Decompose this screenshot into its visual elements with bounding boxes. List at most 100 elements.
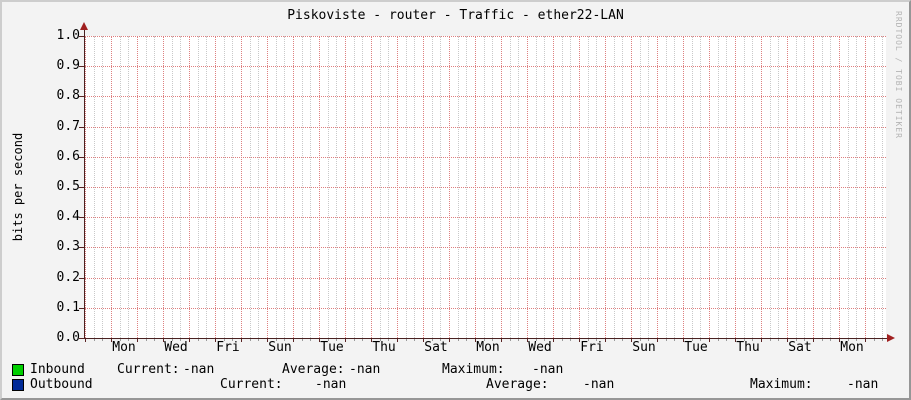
x-tick-label: Mon [840, 340, 864, 355]
x-axis-tick-minor [622, 339, 623, 341]
legend-average-label: Average: [282, 362, 345, 377]
y-tick-label: 0.8 [56, 88, 80, 104]
graph-title: Piskoviste - router - Traffic - ether22-… [287, 8, 624, 23]
legend-current-label: Current: [117, 362, 180, 377]
x-tick-label: Tue [684, 340, 708, 355]
y-axis-tick [79, 156, 84, 158]
x-axis-tick-minor [692, 339, 693, 341]
rrdtool-watermark: RRDTOOL / TOBI OETIKER [894, 11, 903, 139]
x-axis-tick-minor [484, 339, 485, 341]
y-tick-label: 0.2 [56, 269, 80, 285]
y-axis-arrow-icon [80, 22, 88, 30]
x-axis-tick-minor [726, 339, 727, 341]
y-axis-tick [79, 126, 84, 128]
x-tick-label: Thu [372, 340, 396, 355]
x-axis-tick-major [787, 339, 788, 342]
y-axis-title: bits per second [11, 132, 25, 242]
y-tick-label: 0.7 [56, 118, 80, 134]
x-axis-tick-minor [778, 339, 779, 341]
y-axis-tick [79, 338, 84, 339]
x-axis-tick-minor [640, 339, 641, 341]
x-axis-tick-major [111, 339, 112, 342]
x-axis-tick-major [709, 339, 710, 342]
grid-hline-major [84, 277, 886, 279]
grid-hline-major [84, 217, 886, 219]
x-axis-tick-minor [856, 339, 857, 341]
x-axis-tick-minor [770, 339, 771, 341]
x-axis-tick-major [657, 339, 658, 342]
x-axis-tick-minor [406, 339, 407, 341]
x-axis-tick-minor [570, 339, 571, 341]
x-axis-tick-minor [458, 339, 459, 341]
x-axis-tick-major [267, 339, 268, 342]
x-axis-tick-minor [614, 339, 615, 341]
x-axis-tick-major [553, 339, 554, 342]
x-axis-tick-major [423, 339, 424, 342]
x-axis-tick-minor [414, 339, 415, 341]
x-axis-arrow-icon [887, 334, 895, 342]
x-axis-tick-minor [752, 339, 753, 341]
x-axis-tick-minor [440, 339, 441, 341]
x-axis-tick-minor [518, 339, 519, 341]
grid-hline-major [84, 307, 886, 309]
grid-hline-major [84, 187, 886, 188]
legend-average-value: -nan [349, 362, 381, 377]
legend-current-value: -nan [183, 362, 215, 377]
x-axis-tick-major [293, 339, 294, 342]
x-tick-label: Sat [424, 340, 448, 355]
x-axis-tick-minor [94, 339, 95, 341]
x-axis-tick-minor [492, 339, 493, 341]
x-axis-tick-minor [674, 339, 675, 341]
x-axis-tick-major [631, 339, 632, 342]
x-axis-tick-major [85, 339, 86, 342]
x-tick-label: Mon [476, 340, 500, 355]
legend-current-value: -nan [315, 377, 347, 392]
y-tick-label: 1.0 [56, 28, 80, 43]
x-axis-tick-minor [120, 339, 121, 341]
x-axis-tick-major [475, 339, 476, 342]
legend-average-label: Average: [486, 377, 549, 392]
x-axis-tick-major [215, 339, 216, 342]
legend-current-label: Current: [220, 377, 283, 392]
x-axis-tick-major [579, 339, 580, 342]
x-axis-tick-major [839, 339, 840, 342]
x-axis-tick-minor [596, 339, 597, 341]
x-axis-tick-minor [718, 339, 719, 341]
legend-maximum-label: Maximum: [442, 362, 505, 377]
x-axis-tick-minor [336, 339, 337, 341]
x-tick-label: Mon [112, 340, 136, 355]
x-axis-tick-minor [796, 339, 797, 341]
x-tick-label: Tue [320, 340, 344, 355]
y-tick-label: 0.9 [56, 58, 80, 74]
x-axis-tick-minor [232, 339, 233, 341]
x-axis-tick-minor [700, 339, 701, 341]
x-axis-tick-major [163, 339, 164, 342]
x-axis-tick-major [397, 339, 398, 342]
y-axis-tick [79, 96, 84, 98]
x-axis-tick-major [345, 339, 346, 342]
x-axis-tick-major [319, 339, 320, 342]
legend-series-name: Inbound [30, 362, 85, 377]
x-axis-tick-minor [102, 339, 103, 341]
y-axis-tick [79, 307, 84, 309]
x-axis-tick-minor [510, 339, 511, 341]
grid-hline-major [84, 126, 886, 128]
x-axis-tick-major [241, 339, 242, 342]
x-axis-tick-minor [882, 339, 883, 341]
x-axis-tick-major [137, 339, 138, 342]
y-tick-label: 0.4 [56, 209, 80, 225]
x-tick-label: Sun [268, 340, 292, 355]
x-axis-tick-minor [180, 339, 181, 341]
y-axis-tick [79, 277, 84, 279]
y-axis-tick [79, 187, 84, 188]
x-tick-label: Wed [528, 340, 552, 355]
x-axis-tick-minor [822, 339, 823, 341]
x-axis-tick-minor [224, 339, 225, 341]
y-axis-line [84, 29, 85, 339]
x-axis-tick-major [683, 339, 684, 342]
x-axis-tick-minor [206, 339, 207, 341]
y-tick-label: 0.0 [56, 330, 80, 345]
x-axis-tick-major [813, 339, 814, 342]
x-axis-tick-minor [128, 339, 129, 341]
